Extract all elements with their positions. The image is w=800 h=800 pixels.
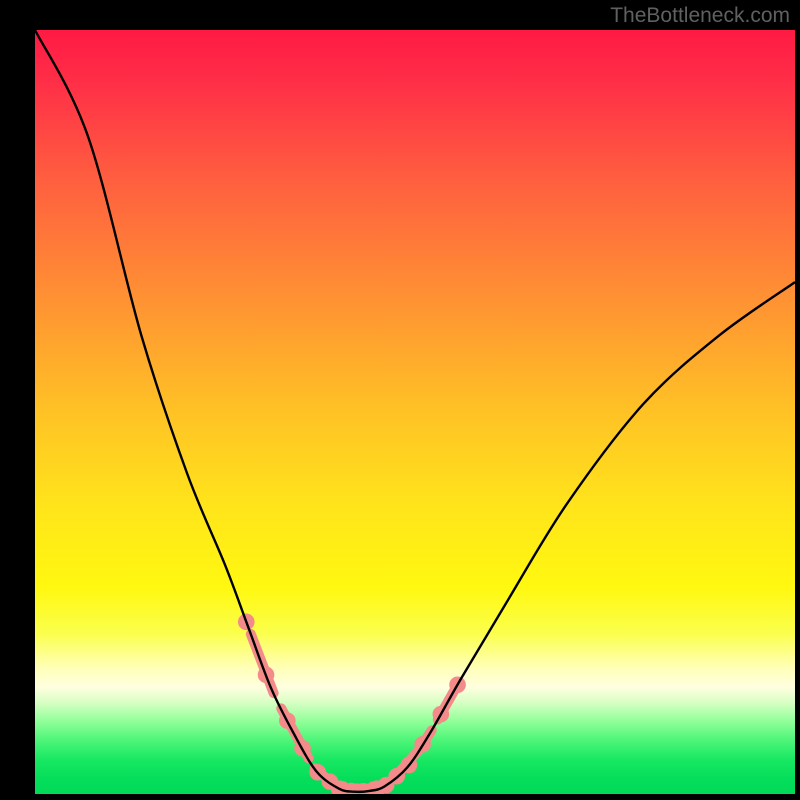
bottleneck-chart-svg (0, 0, 800, 800)
gradient-background (35, 30, 795, 794)
chart-stage: TheBottleneck.com (0, 0, 800, 800)
watermark-text: TheBottleneck.com (610, 4, 790, 28)
